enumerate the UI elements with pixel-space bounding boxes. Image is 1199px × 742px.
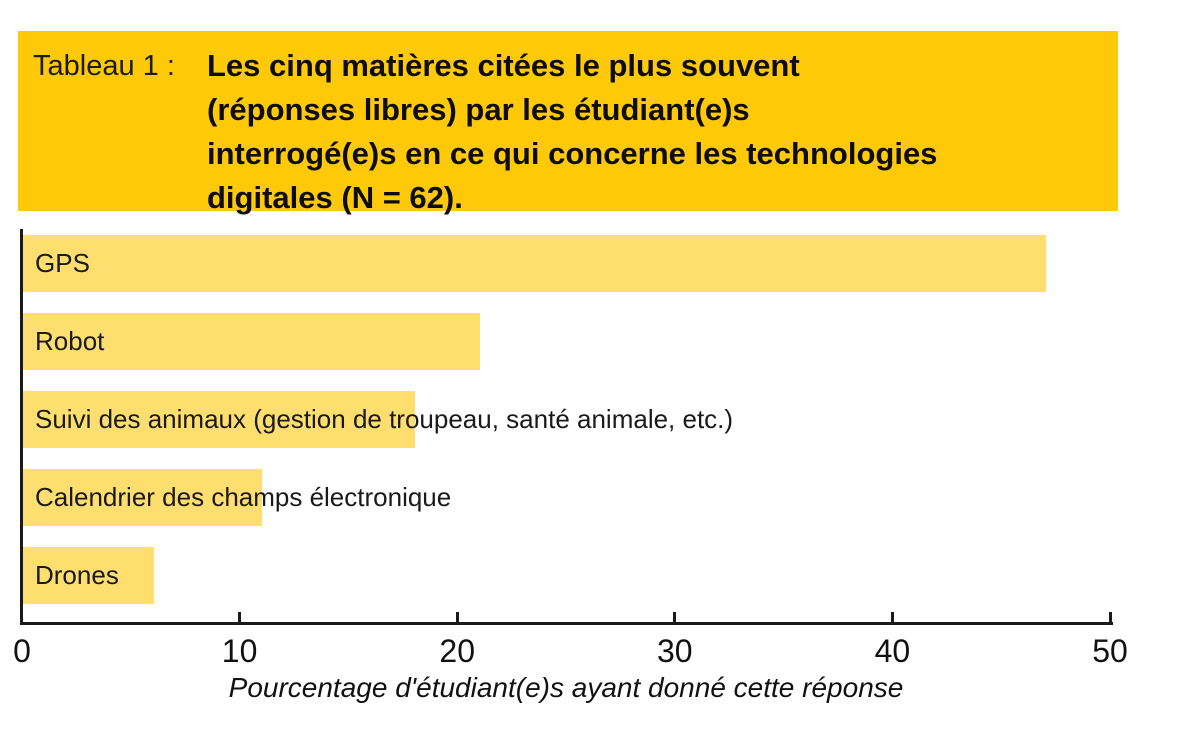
figure-title: Les cinq matières citées le plus souvent…	[207, 44, 1108, 220]
bar-label: Suivi des animaux (gestion de troupeau, …	[35, 404, 734, 434]
x-tick-label: 40	[874, 633, 911, 669]
bar	[23, 469, 262, 526]
bar	[23, 235, 1046, 292]
figure-title-line: interrogé(e)s en ce qui concerne les tec…	[207, 136, 938, 171]
x-tick	[455, 612, 459, 622]
figure-title-line: (réponses libres) par les étudiant(e)s	[207, 92, 750, 127]
bar-label: Robot	[35, 326, 105, 356]
x-axis-title: Pourcentage d'étudiant(e)s ayant donné c…	[228, 672, 904, 703]
x-tick-label: 20	[439, 633, 475, 669]
bar-row: Suivi des animaux (gestion de troupeau, …	[23, 391, 1193, 448]
figure-title-line: digitales (N = 62).	[207, 180, 463, 215]
bar-row: Drones	[23, 547, 1193, 604]
x-tick-label: 30	[657, 633, 693, 669]
figure-title-line: Les cinq matières citées le plus souvent	[207, 48, 800, 83]
x-tick-label: 10	[221, 633, 258, 669]
figure-header: Tableau 1 : Les cinq matières citées le …	[18, 31, 1118, 215]
x-tick	[238, 612, 242, 622]
bar-label: GPS	[35, 248, 90, 278]
bar	[23, 391, 415, 448]
bar-label: Drones	[35, 560, 119, 590]
bar	[23, 313, 480, 370]
bar-label: Calendrier des champs électronique	[35, 482, 452, 512]
figure-label: Tableau 1 :	[33, 50, 175, 82]
bar	[23, 547, 154, 604]
bar-row: Robot	[23, 313, 1193, 370]
y-axis-line	[20, 229, 23, 625]
x-tick-label: 0	[13, 633, 31, 669]
x-tick-label: 50	[1092, 633, 1128, 669]
bar-row: Calendrier des champs électronique	[23, 469, 1193, 526]
x-tick	[890, 612, 894, 622]
x-tick	[1108, 612, 1112, 622]
x-tick	[673, 612, 677, 622]
bar-row: GPS	[23, 235, 1193, 292]
x-axis-line	[20, 622, 1113, 625]
